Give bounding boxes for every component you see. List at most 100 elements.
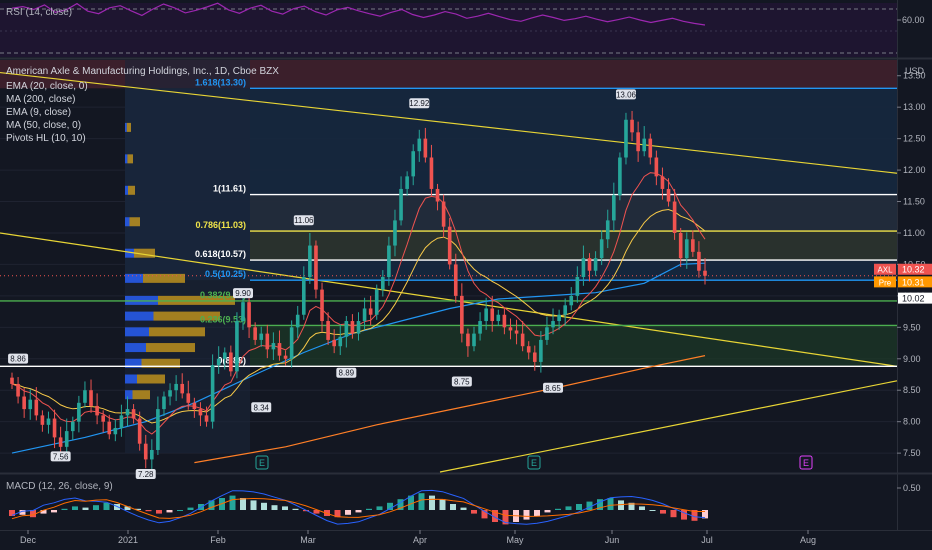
- time-axis-label: Aug: [800, 535, 816, 545]
- candle: [575, 266, 580, 303]
- candle-body: [678, 232, 683, 259]
- candle: [654, 150, 659, 186]
- candle-body: [429, 157, 434, 189]
- candle-body: [338, 336, 343, 347]
- macd-histogram-bar: [481, 510, 488, 519]
- candle-body: [666, 188, 671, 202]
- candle-body: [46, 418, 51, 425]
- legend-ema20[interactable]: EMA (20, close, 0): [6, 81, 88, 92]
- volume-profile-bar: [128, 185, 135, 195]
- candle: [393, 209, 397, 257]
- candle: [222, 347, 227, 370]
- candle-body: [168, 390, 172, 397]
- price-tag-name: AXL: [877, 266, 893, 275]
- candle: [168, 383, 172, 406]
- macd-histogram-bar: [534, 510, 540, 516]
- price-tag-bg: [898, 276, 932, 288]
- candle-body: [447, 226, 452, 265]
- candle-body: [466, 333, 470, 347]
- candle-body: [344, 321, 349, 337]
- candle: [137, 411, 142, 451]
- candle-body: [545, 327, 549, 340]
- candle-body: [162, 396, 166, 410]
- candle: [557, 309, 561, 330]
- candle-body: [241, 302, 245, 322]
- fib-level-label: 1.618(13.30): [195, 77, 246, 87]
- candle-body: [703, 270, 707, 276]
- candle-body: [684, 239, 689, 259]
- candle-body: [374, 289, 379, 315]
- macd-histogram-bar: [19, 510, 26, 515]
- macd-histogram-bar: [429, 495, 435, 510]
- legend-ma50[interactable]: MA (50, close, 0): [6, 120, 82, 131]
- legend-ma200[interactable]: MA (200, close): [6, 94, 76, 105]
- price-axis-label: 13.50: [903, 71, 926, 81]
- macd-histogram-bar: [639, 506, 645, 510]
- price-tag-value: 10.32: [902, 265, 925, 275]
- candle: [496, 309, 501, 327]
- candle: [34, 387, 39, 421]
- candle-body: [192, 402, 197, 410]
- volume-profile-bar: [127, 154, 133, 164]
- candle: [660, 167, 665, 200]
- candle-body: [490, 308, 495, 322]
- legend-pivots[interactable]: Pivots HL (10, 10): [6, 133, 86, 144]
- macd-histogram-bar: [555, 508, 561, 510]
- candle-body: [691, 239, 695, 252]
- volume-profile-bar: [125, 374, 137, 384]
- price-tag: Pre 10.31: [874, 276, 932, 288]
- candle: [648, 133, 653, 165]
- candle: [107, 414, 112, 440]
- rsi-line: [11, 2, 706, 26]
- pivot-badge: [135, 468, 156, 479]
- candle-body: [642, 138, 647, 152]
- volume-profile-bar: [132, 390, 150, 400]
- earnings-marker-label: E: [259, 458, 265, 468]
- candle: [502, 307, 507, 335]
- candle-body: [575, 277, 580, 296]
- candle: [131, 404, 136, 424]
- macd-histogram-bar: [156, 510, 162, 514]
- macd-histogram-bar: [82, 507, 89, 510]
- macd-histogram-bar: [250, 500, 257, 510]
- candle-body: [381, 277, 385, 290]
- candle: [314, 240, 318, 299]
- candle-body: [387, 245, 391, 278]
- candle-body: [77, 402, 81, 422]
- rsi-panel-bg: [0, 3, 897, 57]
- fib-zone-786: [250, 231, 897, 261]
- volume-profile-bar: [125, 358, 142, 368]
- candle-body: [417, 138, 422, 152]
- time-axis-label: 2021: [118, 535, 138, 545]
- candle: [423, 127, 428, 163]
- candle: [387, 236, 391, 286]
- legend-ema9[interactable]: EMA (9, close): [6, 107, 72, 118]
- fib-zone-1: [250, 194, 897, 232]
- candle-body: [320, 289, 324, 322]
- time-axis-label: Jul: [701, 535, 713, 545]
- candle-body: [58, 437, 63, 447]
- price-tag: 10.02: [898, 292, 932, 304]
- macd-histogram-bar: [408, 495, 414, 510]
- volume-profile-bar: [143, 273, 185, 283]
- pivot-label: 7.28: [138, 470, 154, 479]
- time-axis-label: Feb: [210, 535, 226, 545]
- candle: [332, 329, 336, 354]
- candle-body: [356, 321, 361, 334]
- candle: [569, 287, 574, 311]
- macd-histogram-bar: [397, 499, 404, 510]
- candle: [119, 404, 124, 437]
- candle: [411, 144, 416, 186]
- candle: [447, 217, 452, 270]
- candle: [362, 297, 367, 330]
- candle-body: [496, 314, 501, 322]
- macd-histogram-bar: [387, 502, 393, 510]
- candle-body: [350, 321, 355, 334]
- macd-histogram-bar: [93, 505, 99, 510]
- candle: [186, 380, 191, 410]
- volume-profile-bar: [141, 358, 180, 368]
- candle-body: [271, 343, 276, 350]
- candle: [551, 308, 555, 335]
- descending-trendline-lower: [0, 232, 898, 367]
